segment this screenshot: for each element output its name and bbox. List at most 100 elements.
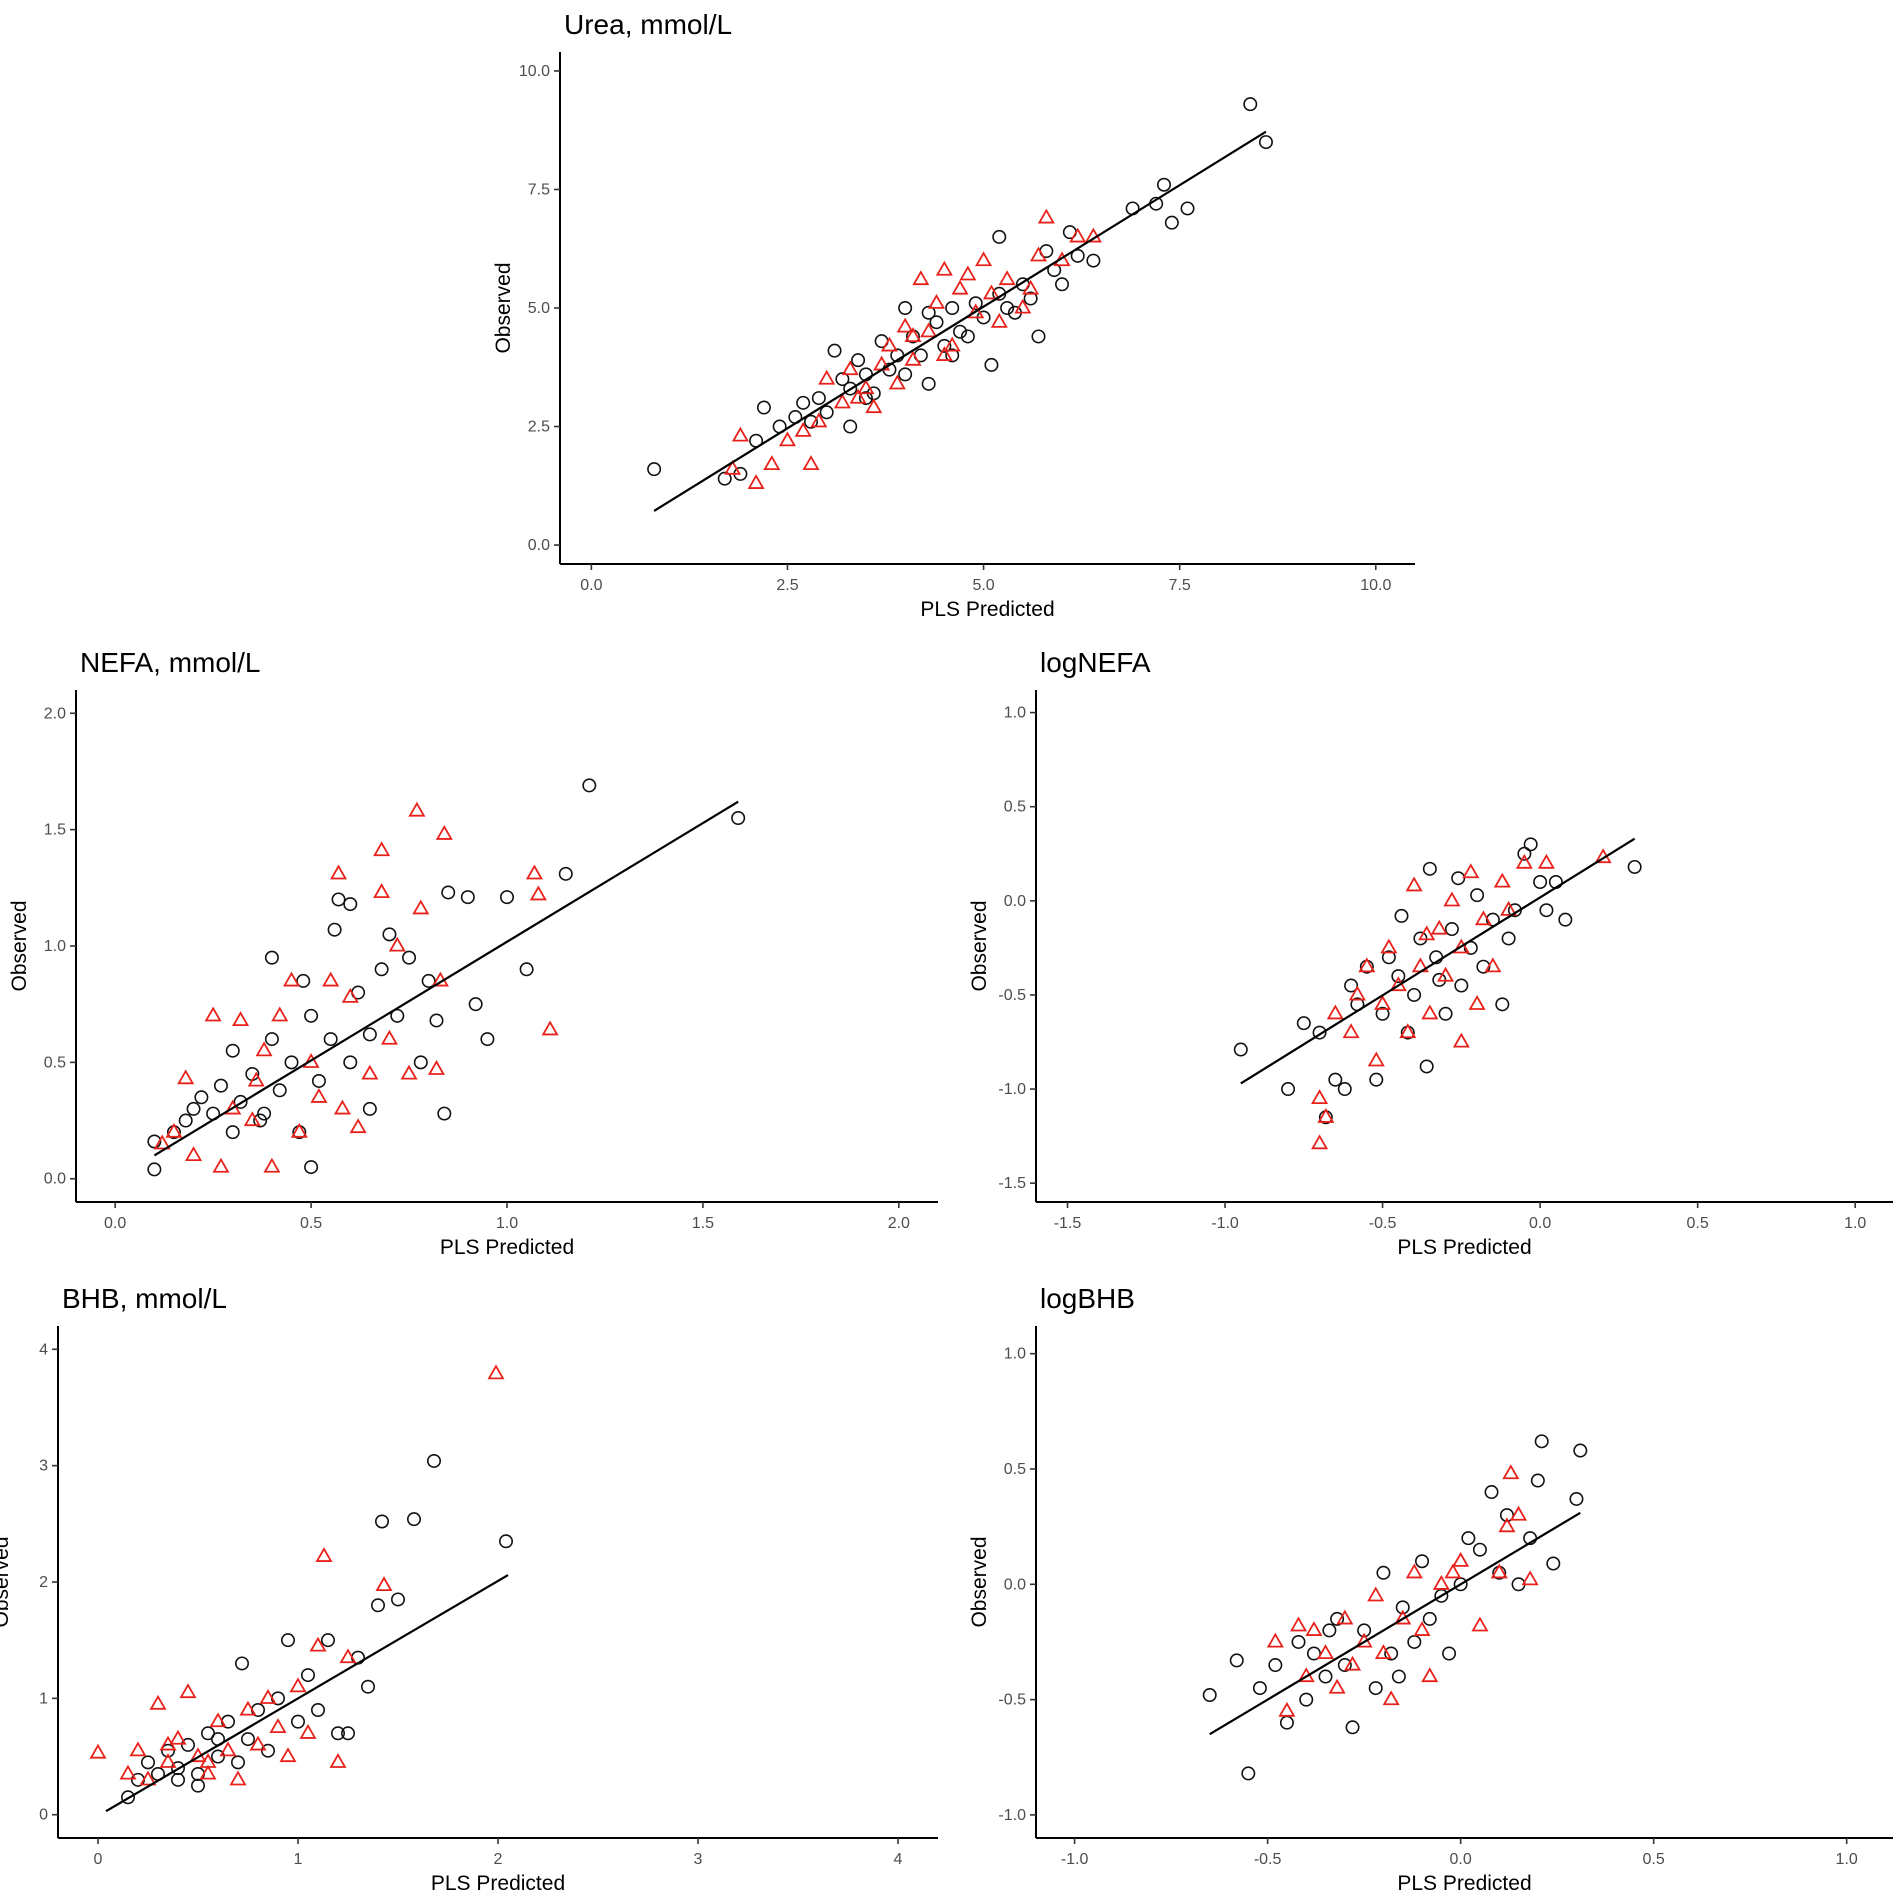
data-point-calibration	[1501, 931, 1516, 946]
data-point-calibration	[1391, 1669, 1406, 1684]
data-point-validation	[89, 1743, 107, 1759]
data-point-validation	[1474, 910, 1492, 926]
data-point-validation	[165, 1122, 183, 1138]
data-point-calibration	[960, 329, 975, 344]
data-point-calibration	[1281, 1082, 1296, 1097]
data-point-calibration	[1023, 291, 1038, 306]
data-point-calibration	[1546, 1556, 1561, 1571]
data-point-validation	[794, 421, 812, 437]
data-point-calibration	[1548, 874, 1563, 889]
data-point-validation	[920, 322, 938, 338]
data-point-validation	[1443, 891, 1461, 907]
data-point-calibration	[1330, 1611, 1345, 1626]
data-point-calibration	[211, 1749, 226, 1764]
data-point-calibration	[1444, 922, 1459, 937]
y-axis-label: Observed	[8, 900, 31, 991]
data-point-validation	[339, 1648, 357, 1664]
data-point-calibration	[1534, 1434, 1549, 1449]
data-point-validation	[990, 312, 1008, 328]
data-point-calibration	[330, 1726, 345, 1741]
data-point-calibration	[498, 1534, 513, 1549]
y-tick-label: 1.0	[1004, 705, 1026, 722]
data-point-calibration	[1312, 1025, 1327, 1040]
data-point-calibration	[141, 1755, 156, 1770]
data-point-calibration	[731, 810, 746, 825]
data-point-validation	[1382, 1690, 1400, 1706]
data-point-validation	[249, 1735, 267, 1751]
x-tick-label: -0.5	[1254, 1851, 1282, 1868]
data-point-calibration	[1291, 1634, 1306, 1649]
data-point-validation	[269, 1718, 287, 1734]
y-tick-label: 1	[39, 1690, 48, 1707]
data-point-validation	[279, 1747, 297, 1763]
data-point-calibration	[213, 1078, 228, 1093]
data-point-calibration	[370, 1598, 385, 1613]
data-point-calibration	[225, 1043, 240, 1058]
data-point-validation	[204, 1006, 222, 1022]
x-tick-label: 0.0	[580, 577, 602, 594]
data-point-validation	[412, 899, 430, 915]
data-point-validation	[1468, 995, 1486, 1010]
data-point-validation	[1502, 1464, 1520, 1480]
data-point-calibration	[858, 391, 873, 406]
x-tick-label: 0	[94, 1851, 103, 1868]
data-point-validation	[1316, 1644, 1335, 1660]
panel-title: logNEFA	[1040, 647, 1151, 678]
data-point-calibration	[460, 890, 475, 905]
y-axis-label: Observed	[968, 1536, 991, 1627]
data-point-validation	[1484, 957, 1502, 973]
data-point-calibration	[1523, 837, 1538, 852]
data-point-calibration	[898, 367, 913, 382]
x-tick-label: -1.0	[1061, 1851, 1089, 1868]
data-point-calibration	[374, 1514, 389, 1529]
data-point-validation	[1405, 876, 1423, 892]
data-point-validation	[1374, 1644, 1392, 1660]
data-point-validation	[1380, 938, 1398, 954]
data-point-validation	[1452, 1032, 1470, 1048]
data-point-calibration	[1384, 1646, 1399, 1661]
data-point-calibration	[304, 1160, 319, 1175]
data-point-validation	[232, 1011, 250, 1027]
data-point-calibration	[1499, 1508, 1514, 1523]
data-point-calibration	[1337, 1082, 1352, 1097]
data-point-calibration	[406, 1512, 421, 1527]
data-point-validation	[1014, 298, 1032, 314]
data-point-validation	[159, 1735, 177, 1751]
y-tick-label: 4	[39, 1341, 48, 1358]
y-tick-label: 3	[39, 1458, 48, 1475]
x-tick-label: 0.5	[300, 1215, 322, 1232]
data-point-calibration	[426, 1453, 441, 1468]
data-point-calibration	[235, 1656, 250, 1671]
data-point-validation	[1336, 1609, 1354, 1625]
data-point-validation	[1421, 1667, 1439, 1683]
data-point-calibration	[843, 419, 858, 434]
x-tick-label: 2	[494, 1851, 503, 1868]
data-point-calibration	[1156, 177, 1171, 192]
data-point-calibration	[804, 414, 819, 429]
x-tick-label: 1	[294, 1851, 303, 1868]
data-point-validation	[857, 379, 875, 395]
data-point-calibration	[1407, 987, 1422, 1002]
x-tick-label: 1.5	[692, 1215, 714, 1232]
data-point-calibration	[1299, 1692, 1314, 1707]
data-point-calibration	[260, 1743, 275, 1758]
data-point-calibration	[331, 892, 346, 907]
data-point-calibration	[320, 1633, 335, 1648]
data-point-calibration	[1070, 248, 1085, 263]
data-point-validation	[263, 1157, 281, 1173]
data-point-calibration	[1558, 912, 1573, 927]
x-tick-label: 5.0	[972, 577, 994, 594]
data-point-calibration	[1322, 1623, 1337, 1638]
data-point-validation	[1430, 919, 1448, 935]
panel-title: Urea, mmol/L	[564, 9, 732, 40]
data-point-calibration	[280, 1633, 295, 1648]
data-point-calibration	[827, 343, 842, 358]
data-point-validation	[1037, 208, 1055, 224]
data-point-calibration	[796, 395, 811, 410]
data-point-validation	[1367, 1051, 1385, 1067]
data-point-validation	[199, 1753, 217, 1768]
data-point-calibration	[290, 1714, 305, 1729]
y-tick-label: -0.5	[998, 1692, 1026, 1709]
data-point-validation	[1471, 1616, 1489, 1632]
data-point-calibration	[480, 1032, 495, 1047]
